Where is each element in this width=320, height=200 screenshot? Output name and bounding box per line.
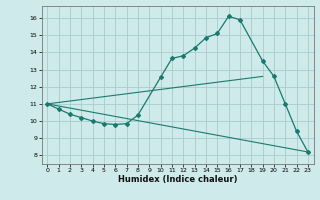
X-axis label: Humidex (Indice chaleur): Humidex (Indice chaleur) (118, 175, 237, 184)
